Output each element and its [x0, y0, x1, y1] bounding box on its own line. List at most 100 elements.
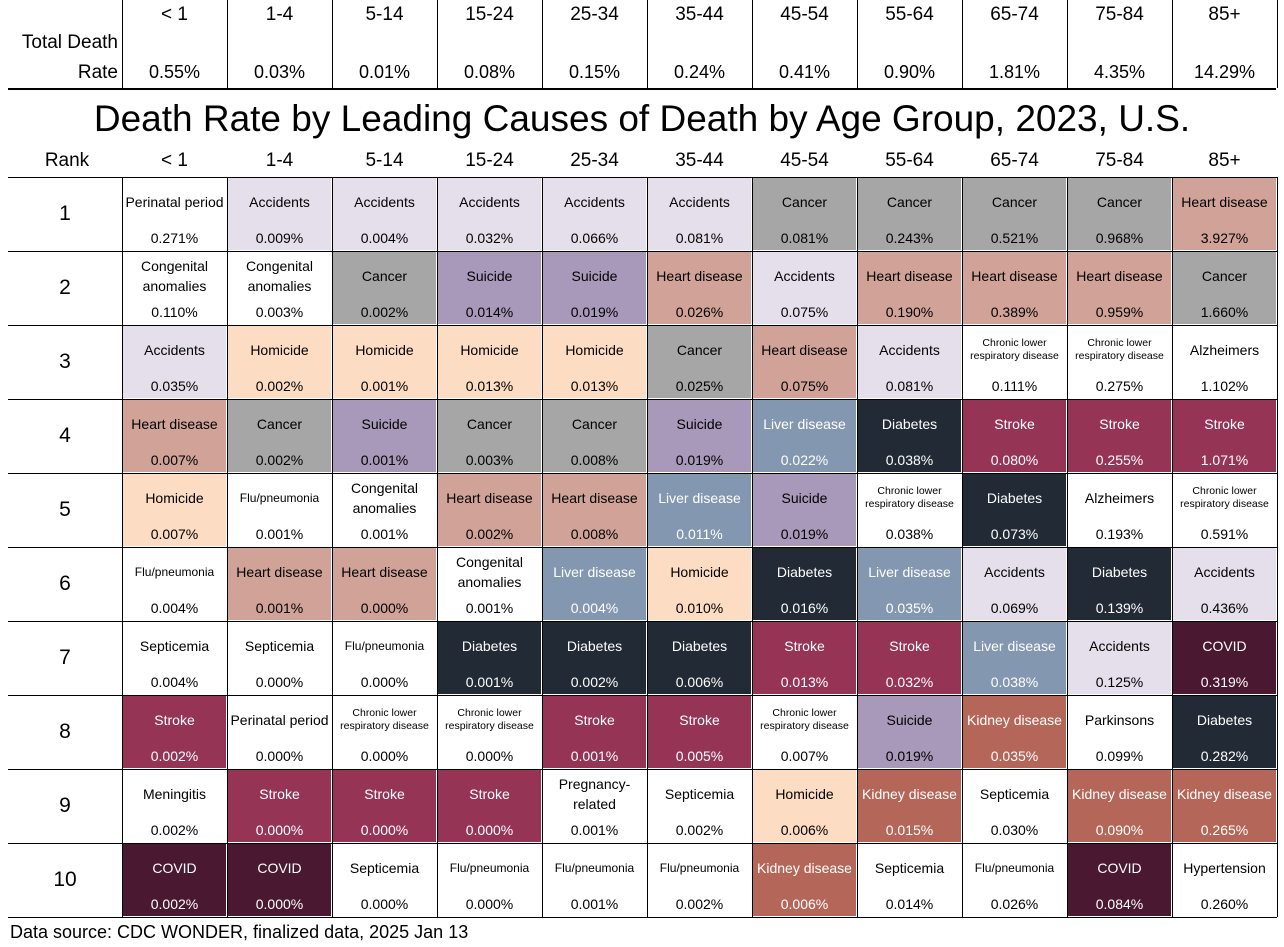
total-rate-value: 0.24% — [673, 62, 726, 82]
cause-cell: Septicemia 0.030% — [963, 770, 1066, 842]
total-rate-value: 0.15% — [568, 62, 621, 82]
cause-cell: Diabetes 0.006% — [648, 622, 751, 694]
cause-rate: 0.016% — [780, 600, 829, 616]
grid-column-line — [752, 177, 753, 917]
cause-rate: 0.002% — [150, 748, 199, 764]
cause-rate: 0.069% — [990, 600, 1039, 616]
cause-cell: Accidents 0.069% — [963, 548, 1066, 620]
total-rate-value: 4.35% — [1093, 62, 1146, 82]
cause-rate: 0.019% — [570, 304, 619, 320]
cause-name: Heart disease — [236, 564, 323, 580]
cause-name: Cancer — [886, 194, 933, 210]
cause-cell: Heart disease 0.959% — [1068, 252, 1171, 324]
cause-cell: Cancer 0.968% — [1068, 178, 1171, 250]
column-header: 1-4 — [265, 150, 294, 171]
cause-name: Perinatal period — [230, 712, 329, 728]
rank-label: 6 — [59, 572, 71, 595]
cause-cell: Heart disease 0.389% — [963, 252, 1066, 324]
top-age-header: 45-54 — [780, 4, 829, 25]
top-age-header: < 1 — [161, 4, 188, 25]
cause-rate: 0.000% — [255, 674, 304, 690]
rank-label: 3 — [59, 350, 71, 373]
cause-rate: 0.019% — [780, 526, 829, 542]
cause-name: Homicide — [355, 342, 414, 358]
cause-rate: 0.282% — [1200, 748, 1249, 764]
cause-name: Chronic lower respiratory disease — [865, 485, 954, 510]
cause-rate: 0.013% — [780, 674, 829, 690]
cause-name: Septicemia — [664, 786, 735, 802]
cause-cell: Heart disease 0.001% — [228, 548, 331, 620]
cause-name: Heart disease — [551, 490, 638, 506]
cause-name: Stroke — [1204, 416, 1245, 432]
cause-rate: 0.001% — [360, 526, 409, 542]
cause-rate: 0.004% — [150, 674, 199, 690]
column-header: 5-14 — [365, 150, 404, 171]
cause-cell: Heart disease 3.927% — [1173, 178, 1276, 250]
cause-rate: 0.000% — [465, 748, 514, 764]
cause-cell: Flu/pneumonia 0.026% — [963, 844, 1066, 916]
top-column-divider — [962, 0, 963, 88]
cause-cell: Accidents 0.032% — [438, 178, 541, 250]
grid-column-line — [647, 177, 648, 917]
cause-cell: Stroke 1.071% — [1173, 400, 1276, 472]
grid-row-line — [8, 843, 1277, 844]
top-age-header: 25-34 — [570, 4, 619, 25]
cause-cell: Heart disease 0.000% — [333, 548, 436, 620]
cause-rate: 1.071% — [1200, 452, 1249, 468]
cause-name: Alzheimers — [1084, 490, 1155, 506]
cause-name: Stroke — [1099, 416, 1140, 432]
cause-cell: Liver disease 0.038% — [963, 622, 1066, 694]
rank-label: 10 — [53, 868, 77, 891]
cause-name: Heart disease — [761, 342, 848, 358]
rank-label: 5 — [59, 498, 71, 521]
top-age-header: 85+ — [1208, 4, 1241, 25]
cause-cell: Accidents 0.075% — [753, 252, 856, 324]
cause-cell: Liver disease 0.004% — [543, 548, 646, 620]
column-header: 75-84 — [1095, 150, 1144, 171]
column-header: 15-24 — [465, 150, 514, 171]
cause-rate: 0.008% — [570, 452, 619, 468]
cause-cell: Heart disease 0.075% — [753, 326, 856, 398]
cause-cell: Diabetes 0.139% — [1068, 548, 1171, 620]
cause-rate: 0.000% — [255, 822, 304, 838]
grid-column-line — [332, 177, 333, 917]
top-age-header: 65-74 — [990, 4, 1039, 25]
total-rate-value: 0.90% — [883, 62, 936, 82]
cause-cell: Congenital anomalies 0.001% — [333, 474, 436, 546]
cause-name: Pregnancy-related — [558, 776, 631, 812]
cause-cell: Perinatal period 0.000% — [228, 696, 331, 768]
cause-rate: 0.006% — [780, 822, 829, 838]
cause-rate: 0.003% — [255, 304, 304, 320]
cause-rate: 0.066% — [570, 230, 619, 246]
cause-name: Alzheimers — [1189, 342, 1260, 358]
cause-cell: Stroke 0.032% — [858, 622, 961, 694]
cause-rate: 0.002% — [675, 896, 724, 912]
cause-rate: 0.032% — [885, 674, 934, 690]
cause-name: Accidents — [564, 194, 625, 210]
cause-cell: Cancer 0.025% — [648, 326, 751, 398]
cause-name: Meningitis — [142, 786, 207, 802]
cause-cell: Septicemia 0.014% — [858, 844, 961, 916]
cause-cell: Flu/pneumonia 0.002% — [648, 844, 751, 916]
cause-name: Stroke — [994, 416, 1035, 432]
rank-label: 2 — [59, 276, 71, 299]
grid-column-line — [227, 177, 228, 917]
cause-cell: Homicide 0.001% — [333, 326, 436, 398]
cause-name: Kidney disease — [757, 860, 852, 876]
cause-rate: 0.190% — [885, 304, 934, 320]
cause-cell: Chronic lower respiratory disease 0.591% — [1173, 474, 1276, 546]
cause-rate: 0.014% — [885, 896, 934, 912]
cause-rate: 0.075% — [780, 378, 829, 394]
top-column-divider — [752, 0, 753, 88]
cause-rate: 0.026% — [675, 304, 724, 320]
cause-name: Chronic lower respiratory disease — [445, 707, 534, 732]
cause-cell: Flu/pneumonia 0.000% — [333, 622, 436, 694]
top-age-header: 35-44 — [675, 4, 724, 25]
cause-name: Homicide — [775, 786, 834, 802]
cause-cell: Stroke 0.000% — [228, 770, 331, 842]
cause-name: Flu/pneumonia — [134, 565, 215, 579]
cause-rate: 0.000% — [360, 896, 409, 912]
cause-name: COVID — [1097, 860, 1142, 876]
cause-cell: Flu/pneumonia 0.000% — [438, 844, 541, 916]
cause-cell: Cancer 0.008% — [543, 400, 646, 472]
